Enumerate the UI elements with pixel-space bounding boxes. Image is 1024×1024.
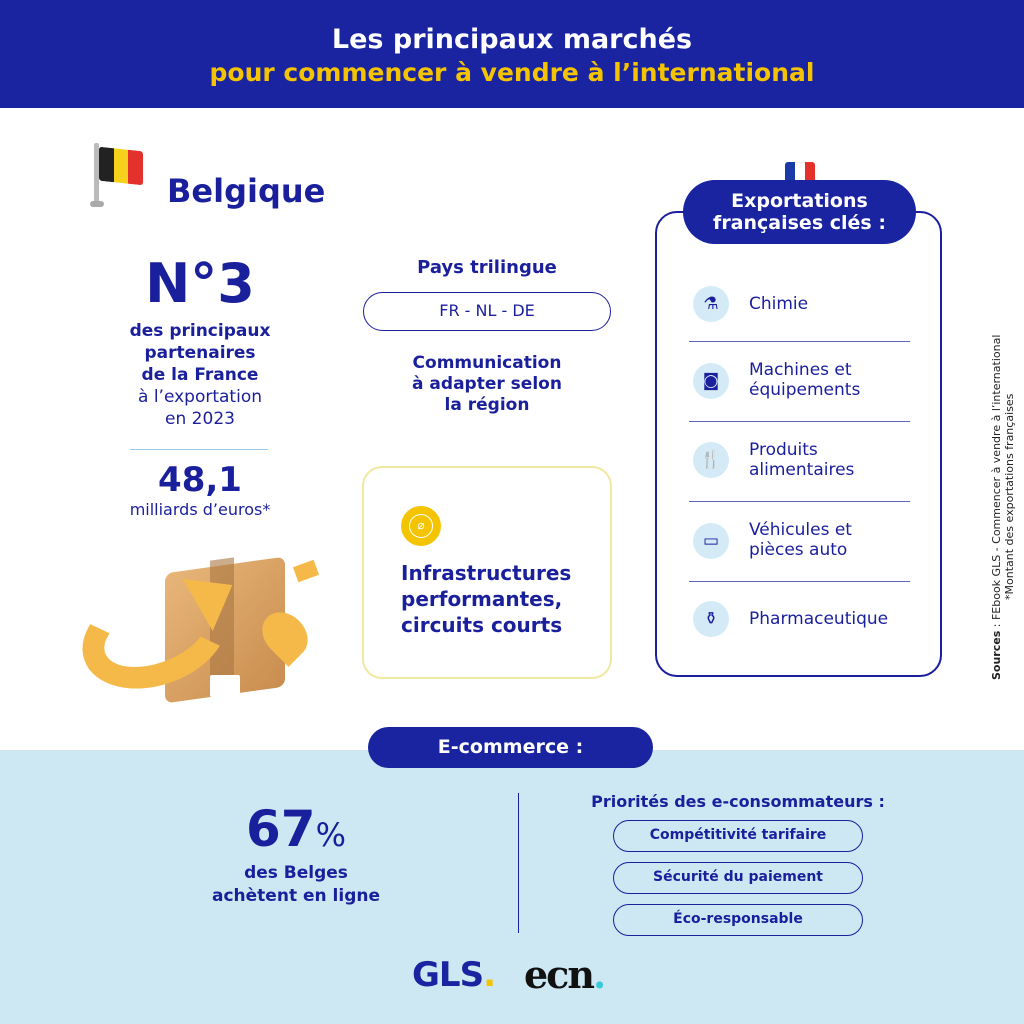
bus-icon: ▭ bbox=[693, 523, 729, 559]
export-item: Pharmaceutique bbox=[749, 609, 888, 629]
text-line: à l’exportation bbox=[138, 387, 262, 407]
online-shoppers-stat: 67% bbox=[196, 800, 396, 858]
languages-note: Communication à adapter selon la région bbox=[362, 353, 612, 416]
languages-pill: FR - NL - DE bbox=[363, 292, 611, 331]
priority-label: Compétitivité tarifaire bbox=[649, 827, 827, 843]
export-item: Produits alimentaires bbox=[749, 440, 854, 480]
export-item-label: pièces auto bbox=[749, 540, 848, 560]
footnote: *Montant des exportations françaises bbox=[1003, 393, 1016, 600]
header-banner: Les principaux marchés pour commencer à … bbox=[0, 0, 1024, 108]
text-line: partenaires bbox=[144, 343, 256, 363]
text-line: en 2023 bbox=[165, 409, 235, 429]
percent-value: 67 bbox=[246, 800, 316, 858]
languages-title: Pays trilingue bbox=[417, 257, 557, 278]
ecommerce-title-pill: E-commerce : bbox=[368, 727, 653, 768]
text-line: à adapter selon bbox=[412, 374, 562, 394]
divider bbox=[689, 421, 910, 422]
priority-pill: Sécurité du paiement bbox=[613, 862, 863, 894]
country-name: Belgique bbox=[167, 172, 326, 210]
export-item-label: Véhicules et bbox=[749, 520, 852, 540]
online-shoppers-desc: des Belges achètent en ligne bbox=[196, 862, 396, 908]
parcel-illustration bbox=[67, 545, 360, 708]
cutlery-icon: 🍴 bbox=[693, 442, 729, 478]
compass-icon: ⌀ bbox=[401, 506, 441, 546]
text-line: des principaux bbox=[129, 321, 271, 341]
washing-machine-icon: ◙ bbox=[693, 363, 729, 399]
text-line: Exportations bbox=[731, 190, 868, 212]
ecommerce-title: E-commerce : bbox=[437, 736, 584, 758]
export-item-label: Pharmaceutique bbox=[749, 609, 889, 629]
belgium-flag-icon bbox=[90, 143, 150, 207]
divider bbox=[689, 581, 910, 582]
page-title: Les principaux marchés bbox=[331, 24, 693, 55]
text-line: la région bbox=[444, 395, 530, 415]
sources-text: : FEbook GLS - Commencer à vendre à l’in… bbox=[990, 334, 1003, 631]
percent-sign: % bbox=[315, 816, 346, 854]
export-amount-unit: milliards d’euros* bbox=[129, 500, 271, 519]
priority-pill: Éco-responsable bbox=[613, 904, 863, 936]
ecn-logo: ecn. bbox=[524, 952, 606, 997]
export-item-label: Chimie bbox=[749, 294, 809, 314]
text-line: de la France bbox=[141, 365, 259, 385]
text-line: Infrastructures bbox=[401, 561, 572, 585]
bottle-icon: ⚱ bbox=[693, 601, 729, 637]
text-line: françaises clés : bbox=[713, 212, 886, 234]
priority-label: Sécurité du paiement bbox=[653, 869, 823, 885]
export-item: Chimie bbox=[749, 294, 808, 314]
export-item-label: équipements bbox=[749, 380, 861, 400]
export-amount: 48,1 bbox=[158, 460, 242, 500]
divider bbox=[689, 341, 910, 342]
exports-title-pill: Exportations françaises clés : bbox=[683, 180, 916, 244]
divider bbox=[130, 449, 268, 450]
export-item-label: Produits bbox=[749, 440, 818, 460]
ecn-logo-text: ecn bbox=[524, 952, 595, 997]
text-line: achètent en ligne bbox=[212, 886, 380, 906]
priority-label: Éco-responsable bbox=[673, 911, 803, 927]
text-line: performantes, bbox=[401, 587, 563, 611]
sources-note: Sources : FEbook GLS - Commencer à vendr… bbox=[990, 320, 1016, 680]
export-item: Machines et équipements bbox=[749, 360, 860, 400]
text-line: Communication bbox=[412, 353, 562, 373]
export-item-label: alimentaires bbox=[749, 460, 855, 480]
infrastructure-text: Infrastructures performantes, circuits c… bbox=[401, 560, 571, 638]
priority-pill: Compétitivité tarifaire bbox=[613, 820, 863, 852]
infrastructure-card: ⌀ Infrastructures performantes, circuits… bbox=[362, 466, 612, 679]
vertical-divider bbox=[518, 793, 519, 933]
flask-icon: ⚗ bbox=[693, 286, 729, 322]
divider bbox=[689, 501, 910, 502]
languages-value: FR - NL - DE bbox=[439, 301, 535, 320]
export-item-label: Machines et bbox=[749, 360, 852, 380]
rank: N°3 bbox=[145, 252, 255, 315]
gls-logo-text: GLS bbox=[412, 955, 484, 995]
gls-logo: GLS. bbox=[412, 955, 496, 995]
rank-description: des principaux partenaires de la France … bbox=[100, 320, 300, 430]
page-subtitle: pour commencer à vendre à l’internationa… bbox=[209, 58, 815, 87]
sources-label: Sources bbox=[990, 630, 1003, 680]
text-line: des Belges bbox=[244, 863, 348, 883]
export-item: Véhicules et pièces auto bbox=[749, 520, 852, 560]
priorities-title: Priorités des e-consommateurs : bbox=[591, 792, 885, 811]
text-line: circuits courts bbox=[401, 613, 563, 637]
